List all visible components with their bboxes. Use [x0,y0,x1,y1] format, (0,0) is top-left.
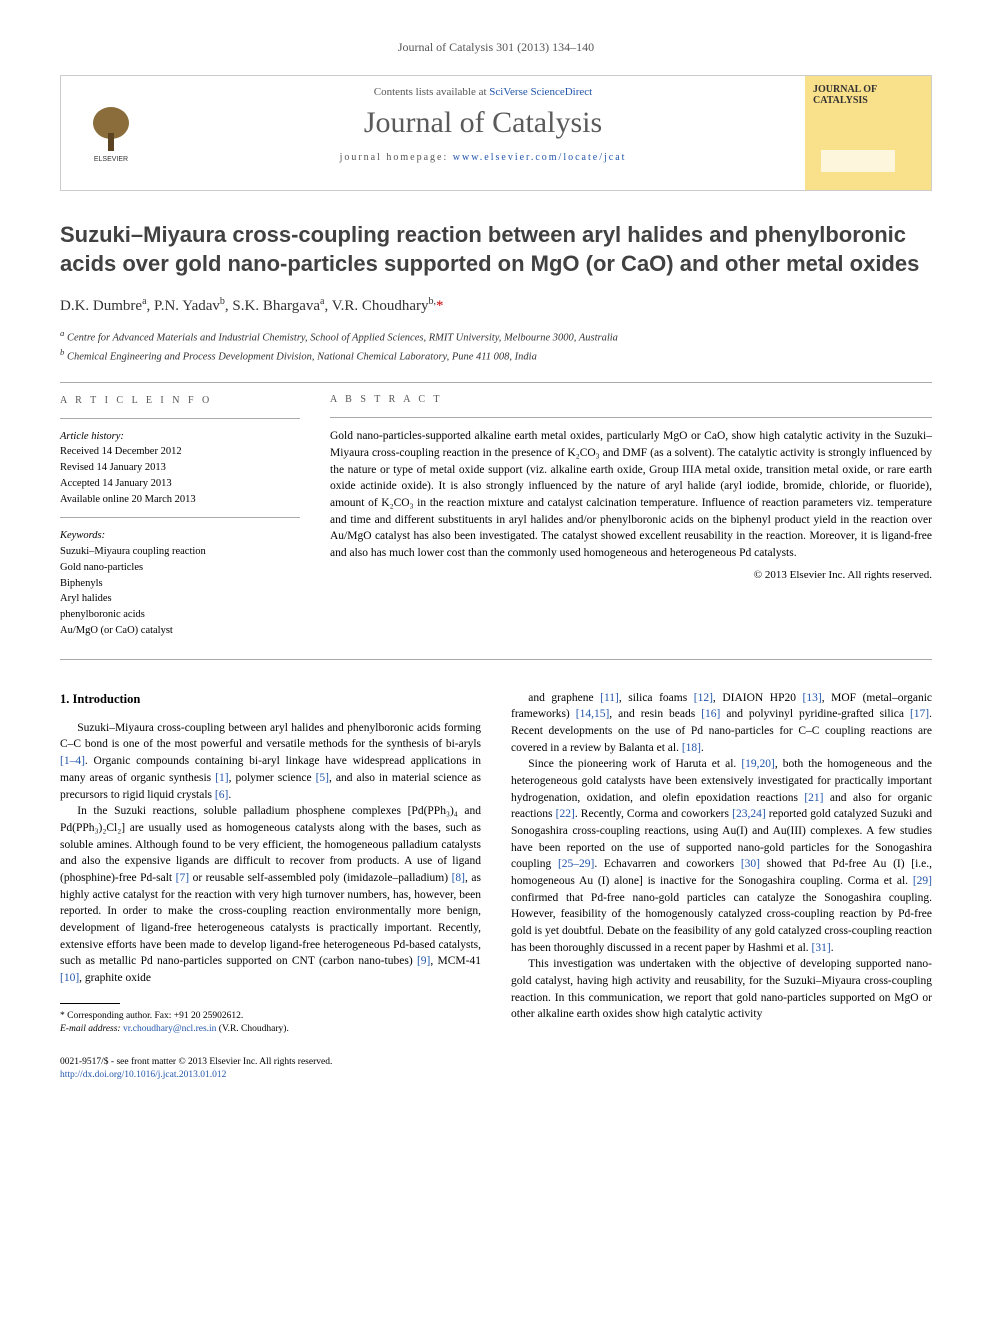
contents-line: Contents lists available at SciVerse Sci… [171,86,795,98]
abstract-rule [330,417,932,418]
citation-ref[interactable]: [29] [913,875,932,887]
left-column: 1. Introduction Suzuki–Miyaura cross-cou… [60,690,481,1036]
doi-link[interactable]: http://dx.doi.org/10.1016/j.jcat.2013.01… [60,1070,226,1080]
body-paragraph: and graphene [11], silica foams [12], DI… [511,690,932,757]
citation-ref[interactable]: [13] [803,692,822,704]
citation-text: Journal of Catalysis 301 (2013) 134–140 [398,40,594,54]
contents-prefix: Contents lists available at [374,86,489,98]
info-rule-2 [60,517,300,518]
affiliation-b-text: Chemical Engineering and Process Develop… [67,352,537,363]
affiliation-a-text: Centre for Advanced Materials and Indust… [67,333,618,344]
email-line: E-mail address: vr.choudhary@ncl.res.in … [60,1023,481,1036]
right-column: and graphene [11], silica foams [12], DI… [511,690,932,1036]
issn-line: 0021-9517/$ - see front matter © 2013 El… [60,1056,932,1069]
keyword-item: Aryl halides [60,591,300,607]
history-accepted: Accepted 14 January 2013 [60,476,300,492]
footnote-block: * Corresponding author. Fax: +91 20 2590… [60,1010,481,1037]
citation-ref[interactable]: [1] [215,772,228,784]
keyword-item: Suzuki–Miyaura coupling reaction [60,544,300,560]
citation-ref[interactable]: [17] [910,708,929,720]
citation-ref[interactable]: [30] [741,858,760,870]
abstract-box: A B S T R A C T Gold nano-particles-supp… [330,393,932,639]
affiliation-b: b Chemical Engineering and Process Devel… [60,346,932,365]
citation-ref[interactable]: [10] [60,972,79,984]
banner-center: Contents lists available at SciVerse Sci… [161,76,805,190]
citation-ref[interactable]: [25–29] [558,858,594,870]
affiliation-a: a Centre for Advanced Materials and Indu… [60,327,932,346]
corresponding-star-icon: * [436,298,444,314]
citation-ref[interactable]: [5] [316,772,329,784]
citation-ref[interactable]: [31] [812,942,831,954]
history-label: Article history: [60,429,300,445]
citation-ref[interactable]: [21] [804,792,823,804]
citation-ref[interactable]: [11] [600,692,619,704]
citation-ref[interactable]: [16] [701,708,720,720]
rule-top [60,382,932,383]
sciencedirect-link[interactable]: SciVerse ScienceDirect [489,86,592,98]
citation-ref[interactable]: [9] [417,955,430,967]
email-suffix: (V.R. Choudhary). [219,1024,289,1034]
keyword-item: Biphenyls [60,576,300,592]
left-paragraphs: Suzuki–Miyaura cross-coupling between ar… [60,720,481,987]
citation-ref[interactable]: [23,24] [732,808,766,820]
body-columns: 1. Introduction Suzuki–Miyaura cross-cou… [60,690,932,1036]
affiliations: a Centre for Advanced Materials and Indu… [60,327,932,366]
history-online: Available online 20 March 2013 [60,492,300,508]
right-paragraphs: and graphene [11], silica foams [12], DI… [511,690,932,1023]
page-footer: 0021-9517/$ - see front matter © 2013 El… [60,1056,932,1083]
citation-ref[interactable]: [12] [694,692,713,704]
footnote-separator [60,1003,120,1004]
abstract-text: Gold nano-particles-supported alkaline e… [330,428,932,561]
info-abstract-row: A R T I C L E I N F O Article history: R… [60,393,932,639]
keyword-item: phenylboronic acids [60,607,300,623]
homepage-url-link[interactable]: www.elsevier.com/locate/jcat [453,152,627,163]
cover-graphic-icon [813,110,903,180]
body-paragraph: This investigation was undertaken with t… [511,956,932,1023]
keywords-list: Suzuki–Miyaura coupling reactionGold nan… [60,544,300,639]
cover-title: JOURNAL OF CATALYSIS [813,84,923,106]
citation-ref[interactable]: [8] [452,872,465,884]
svg-text:ELSEVIER: ELSEVIER [94,156,128,163]
keywords-label: Keywords: [60,528,300,544]
article-info-heading: A R T I C L E I N F O [60,393,300,408]
history-revised: Revised 14 January 2013 [60,460,300,476]
section-heading-intro: 1. Introduction [60,690,481,708]
author-list: D.K. Dumbrea, P.N. Yadavb, S.K. Bhargava… [60,296,932,315]
body-paragraph: Since the pioneering work of Haruta et a… [511,756,932,956]
citation-ref[interactable]: [7] [176,872,189,884]
journal-name: Journal of Catalysis [171,106,795,140]
article-info-box: A R T I C L E I N F O Article history: R… [60,393,300,639]
running-header: Journal of Catalysis 301 (2013) 134–140 [60,40,932,55]
citation-ref[interactable]: [18] [682,742,701,754]
homepage-line: journal homepage: www.elsevier.com/locat… [171,152,795,163]
corresponding-footnote: * Corresponding author. Fax: +91 20 2590… [60,1010,481,1023]
citation-ref[interactable]: [6] [215,789,228,801]
page-container: Journal of Catalysis 301 (2013) 134–140 … [0,0,992,1123]
citation-ref[interactable]: [1–4] [60,755,85,767]
citation-ref[interactable]: [22] [556,808,575,820]
journal-banner: ELSEVIER Contents lists available at Sci… [60,75,932,191]
keyword-item: Gold nano-particles [60,560,300,576]
email-label: E-mail address: [60,1024,121,1034]
rule-bottom [60,659,932,660]
keyword-item: Au/MgO (or CaO) catalyst [60,623,300,639]
abstract-copyright: © 2013 Elsevier Inc. All rights reserved… [330,568,932,584]
abstract-heading: A B S T R A C T [330,393,932,408]
citation-ref[interactable]: [19,20] [741,758,775,770]
homepage-prefix: journal homepage: [340,152,453,163]
article-title: Suzuki–Miyaura cross-coupling reaction b… [60,221,932,278]
email-link[interactable]: vr.choudhary@ncl.res.in [123,1024,216,1034]
body-paragraph: Suzuki–Miyaura cross-coupling between ar… [60,720,481,803]
authors-text: D.K. Dumbrea, P.N. Yadavb, S.K. Bhargava… [60,298,436,314]
elsevier-tree-icon: ELSEVIER [86,103,136,163]
info-rule-1 [60,418,300,419]
publisher-logo-box: ELSEVIER [61,76,161,190]
journal-cover-thumb: JOURNAL OF CATALYSIS [805,76,931,190]
body-paragraph: In the Suzuki reactions, soluble palladi… [60,803,481,986]
history-received: Received 14 December 2012 [60,444,300,460]
citation-ref[interactable]: [14,15] [576,708,610,720]
